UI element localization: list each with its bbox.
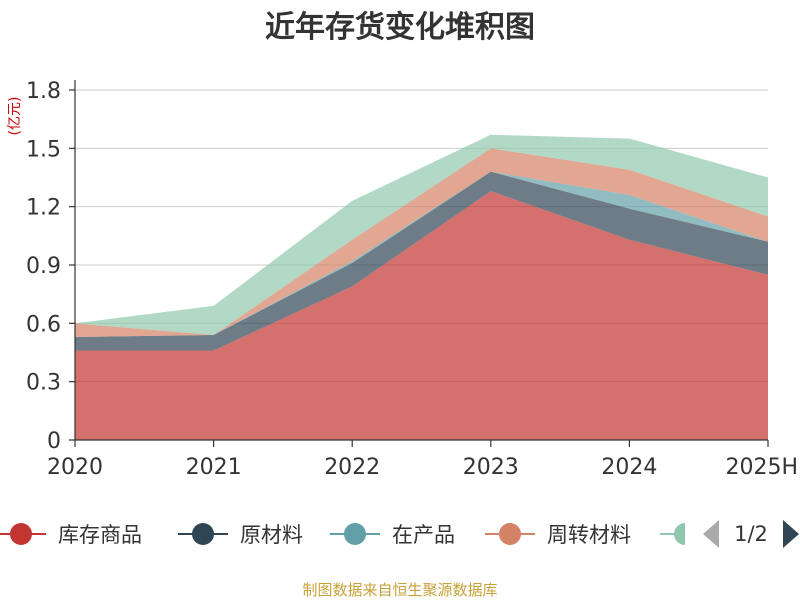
- legend-next-icon[interactable]: [783, 520, 799, 548]
- legend-marker: [344, 523, 366, 545]
- legend-item-3[interactable]: 在产品: [330, 523, 455, 547]
- x-tick-labels: 2020 2021 2022 2023 2024 2025H: [47, 455, 798, 480]
- y-tick-label: 1.2: [26, 196, 61, 221]
- series-area-5: [75, 134, 768, 335]
- legend-pager: 1/2: [703, 520, 799, 548]
- legend-item-2[interactable]: 原材料: [178, 523, 303, 547]
- y-tick-label: 0.9: [26, 254, 61, 279]
- legend-label: 在产品: [392, 523, 455, 547]
- y-tick-labels: 0 0.3 0.6 0.9 1.2 1.5 1.8: [26, 79, 61, 454]
- y-tick-label: 0: [47, 429, 61, 454]
- legend-marker: [10, 523, 32, 545]
- x-tick-label: 2020: [47, 455, 103, 480]
- legend-item-4[interactable]: 周转材料: [485, 523, 631, 547]
- data-source-note: 制图数据来自恒生聚源数据库: [302, 581, 497, 599]
- chart-title: 近年存货变化堆积图: [265, 10, 535, 45]
- x-tick-label: 2021: [186, 455, 242, 480]
- x-tick-label: 2024: [601, 455, 657, 480]
- legend-label: 周转材料: [547, 523, 631, 547]
- legend-marker: [192, 523, 214, 545]
- legend-prev-icon[interactable]: [703, 520, 719, 548]
- axes: [69, 80, 769, 447]
- x-tick-label: 2025H: [725, 455, 798, 480]
- y-tick-label: 0.6: [26, 312, 61, 337]
- legend-label: 原材料: [240, 523, 303, 547]
- legend-page-indicator: 1/2: [734, 522, 768, 546]
- series-area-2: [75, 171, 768, 351]
- series-area-1: [75, 191, 768, 440]
- legend: 库存商品 原材料 在产品 周转材料: [0, 523, 710, 547]
- y-tick-label: 1.8: [26, 79, 61, 104]
- y-axis-unit-label: (亿元): [7, 97, 23, 136]
- legend-item-5[interactable]: [660, 523, 710, 545]
- x-tick-label: 2023: [463, 455, 519, 480]
- legend-label: 库存商品: [58, 523, 142, 547]
- legend-marker: [674, 523, 685, 545]
- y-tick-label: 1.5: [26, 137, 61, 162]
- legend-item-1[interactable]: 库存商品: [0, 523, 142, 547]
- legend-marker: [499, 523, 521, 545]
- y-tick-label: 0.3: [26, 371, 61, 396]
- series-areas: [75, 134, 768, 440]
- x-tick-label: 2022: [324, 455, 380, 480]
